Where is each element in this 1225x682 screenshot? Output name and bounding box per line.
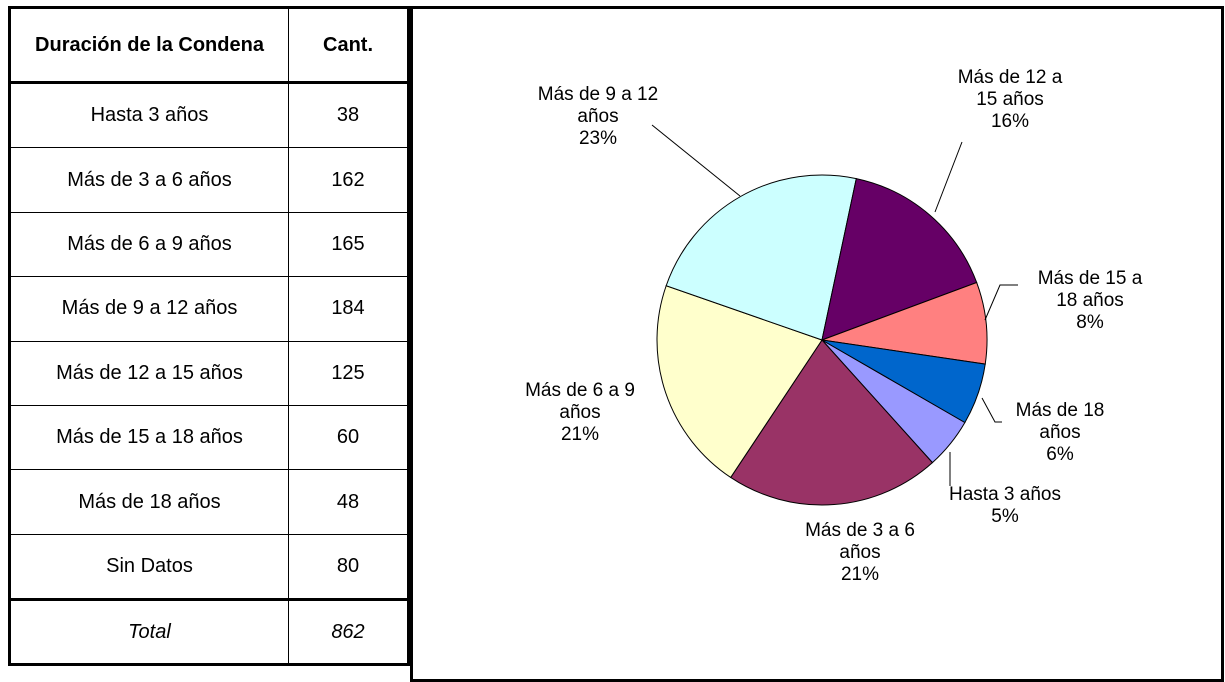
- slice-label: Más de 15 a 18 años 8%: [1025, 268, 1155, 334]
- pie-slice: [821, 178, 978, 341]
- table-row: Más de 6 a 9 años 165: [9, 211, 409, 278]
- row-value: 60: [288, 404, 409, 471]
- pie-slice: [729, 339, 934, 506]
- row-value: 48: [288, 469, 409, 535]
- leader-line: [984, 284, 1018, 321]
- data-table: Duración de la Condena Cant. Hasta 3 año…: [8, 6, 410, 667]
- pie-slice: [821, 339, 986, 424]
- table-row: Más de 3 a 6 años 162: [9, 147, 409, 213]
- slice-name: Más de 6 a 9 años: [525, 380, 635, 423]
- slice-name: Más de 12 a 15 años: [957, 67, 1063, 110]
- slice-label: Más de 3 a 6 años 21%: [785, 520, 935, 586]
- pie-slice: [656, 285, 823, 479]
- table-row: Más de 15 a 18 años 60: [9, 404, 409, 471]
- slice-name: Más de 3 a 6 años: [805, 520, 915, 563]
- slice-percent: 21%: [560, 424, 600, 445]
- slice-percent: 6%: [1046, 444, 1074, 465]
- slice-name: Más de 18 años: [1015, 400, 1105, 443]
- table-row: Hasta 3 años 38: [9, 81, 409, 149]
- slice-label: Más de 9 a 12 años 23%: [536, 84, 661, 150]
- slice-name: Más de 15 a 18 años: [1037, 268, 1143, 311]
- row-label: Más de 18 años: [9, 469, 289, 535]
- row-value: 862: [288, 598, 409, 666]
- page: Duración de la Condena Cant. Hasta 3 año…: [8, 6, 1224, 682]
- table-row: Más de 12 a 15 años 125: [9, 340, 409, 406]
- row-label: Más de 9 a 12 años: [9, 276, 289, 342]
- slice-label: Más de 18 años 6%: [1005, 400, 1115, 466]
- row-label: Total: [9, 598, 289, 666]
- table-row: Más de 18 años 48: [9, 469, 409, 535]
- slice-percent: 8%: [1076, 312, 1104, 333]
- slice-percent: 23%: [578, 128, 618, 149]
- row-value: 165: [288, 211, 409, 278]
- slice-percent: 16%: [990, 111, 1030, 132]
- chart: [651, 124, 1018, 506]
- slice-percent: 21%: [840, 564, 880, 585]
- slice-name: Hasta 3 años: [949, 484, 1061, 505]
- slice-percent: 5%: [991, 506, 1019, 527]
- leader-line: [981, 397, 1002, 423]
- row-value: 184: [288, 276, 409, 342]
- row-value: 80: [288, 533, 409, 601]
- header-cell: Duración de la Condena: [9, 7, 289, 84]
- slice-label: Hasta 3 años 5%: [930, 484, 1080, 528]
- table-row: Más de 9 a 12 años 184: [9, 276, 409, 342]
- row-value: 162: [288, 147, 409, 213]
- slice-label: Más de 6 a 9 años 21%: [505, 380, 655, 446]
- leader-line: [934, 141, 963, 213]
- leader-line: [651, 124, 741, 197]
- row-label: Más de 15 a 18 años: [9, 404, 289, 471]
- table-row: Sin Datos 80: [9, 533, 409, 601]
- header-cell: Cant.: [288, 7, 409, 84]
- table-row: Total 862: [9, 598, 409, 666]
- row-label: Más de 12 a 15 años: [9, 340, 289, 406]
- pie-slice: [665, 174, 857, 341]
- slice-label: Más de 12 a 15 años 16%: [948, 67, 1073, 133]
- slice-name: Más de 9 a 12 años: [537, 84, 659, 127]
